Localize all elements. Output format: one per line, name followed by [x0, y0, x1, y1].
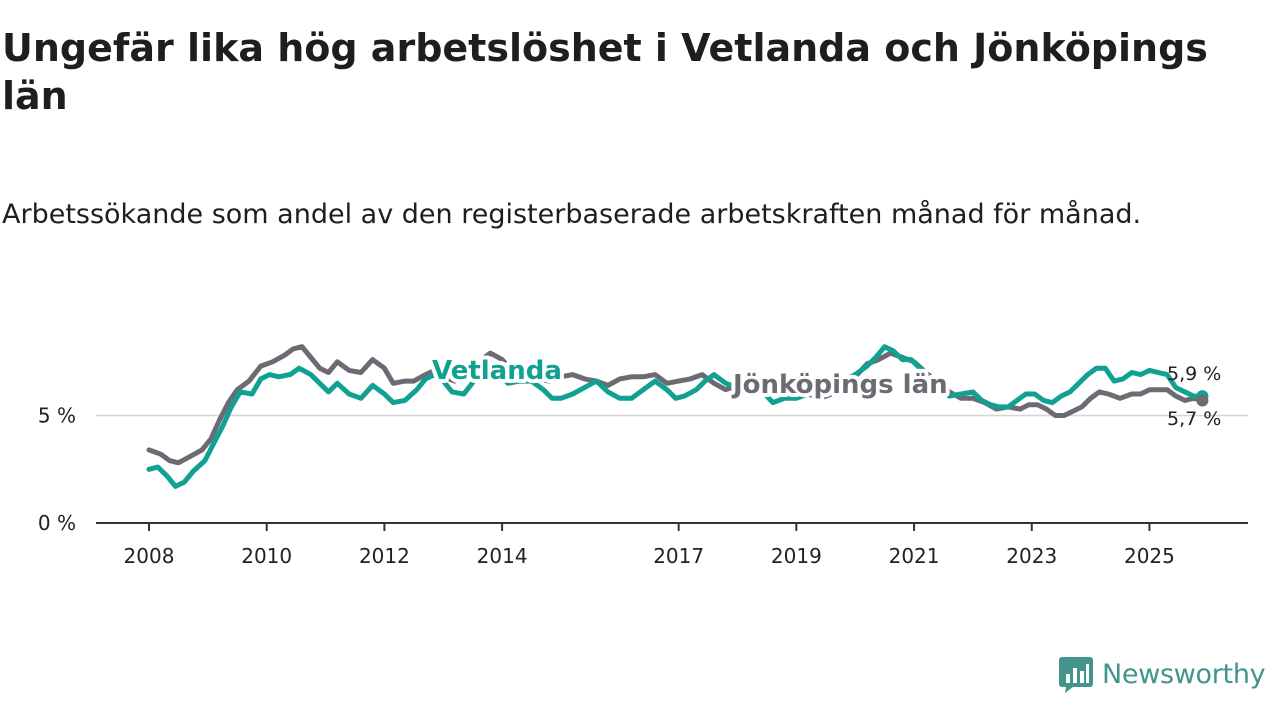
axis-layer: 0 % 5 % 2008 2010 2012 2014 2017 2019 2021 2023 20…: [38, 404, 1248, 568]
x-tick-label: 2010: [241, 544, 292, 568]
label-layer: Vetlanda Jönköpings län 5,9 % 5,7 %: [428, 352, 1221, 430]
series-label-jonkopings-lan: Jönköpings län: [731, 370, 948, 400]
series-label-vetlanda: Vetlanda: [432, 356, 562, 386]
y-tick-label: 5 %: [38, 404, 76, 428]
x-tick-label: 2014: [477, 544, 528, 568]
x-tick-label: 2008: [124, 544, 175, 568]
x-tick-label: 2021: [889, 544, 940, 568]
x-tick-label: 2012: [359, 544, 410, 568]
newsworthy-wordmark: Newsworthy: [1102, 658, 1266, 690]
chart-title: Ungefär lika hög arbetslöshet i Vetlanda…: [2, 26, 1208, 118]
end-point-jonkopings-lan: [1196, 394, 1209, 407]
series-layer: [146, 344, 1209, 489]
newsworthy-brand: Newsworthy: [1058, 652, 1266, 696]
x-tick-label: 2019: [771, 544, 822, 568]
x-tick-label: 2017: [653, 544, 704, 568]
series-line-jonkopings-lan: [146, 344, 1205, 466]
chart-subtitle: Arbetssökande som andel av den registerb…: [2, 199, 1142, 230]
newsworthy-logo-icon: [1059, 657, 1093, 693]
end-value-label-vetlanda: 5,9 %: [1167, 363, 1221, 385]
line-chart: 0 % 5 % 2008 2010 2012 2014 2017 2019 2021 2023 20…: [38, 344, 1248, 568]
x-tick-label: 2023: [1006, 544, 1057, 568]
y-tick-label: 0 %: [38, 511, 76, 535]
x-tick-label: 2025: [1124, 544, 1175, 568]
series-line-vetlanda: [146, 344, 1205, 489]
end-value-label-jonkopings-lan: 5,7 %: [1167, 408, 1221, 430]
